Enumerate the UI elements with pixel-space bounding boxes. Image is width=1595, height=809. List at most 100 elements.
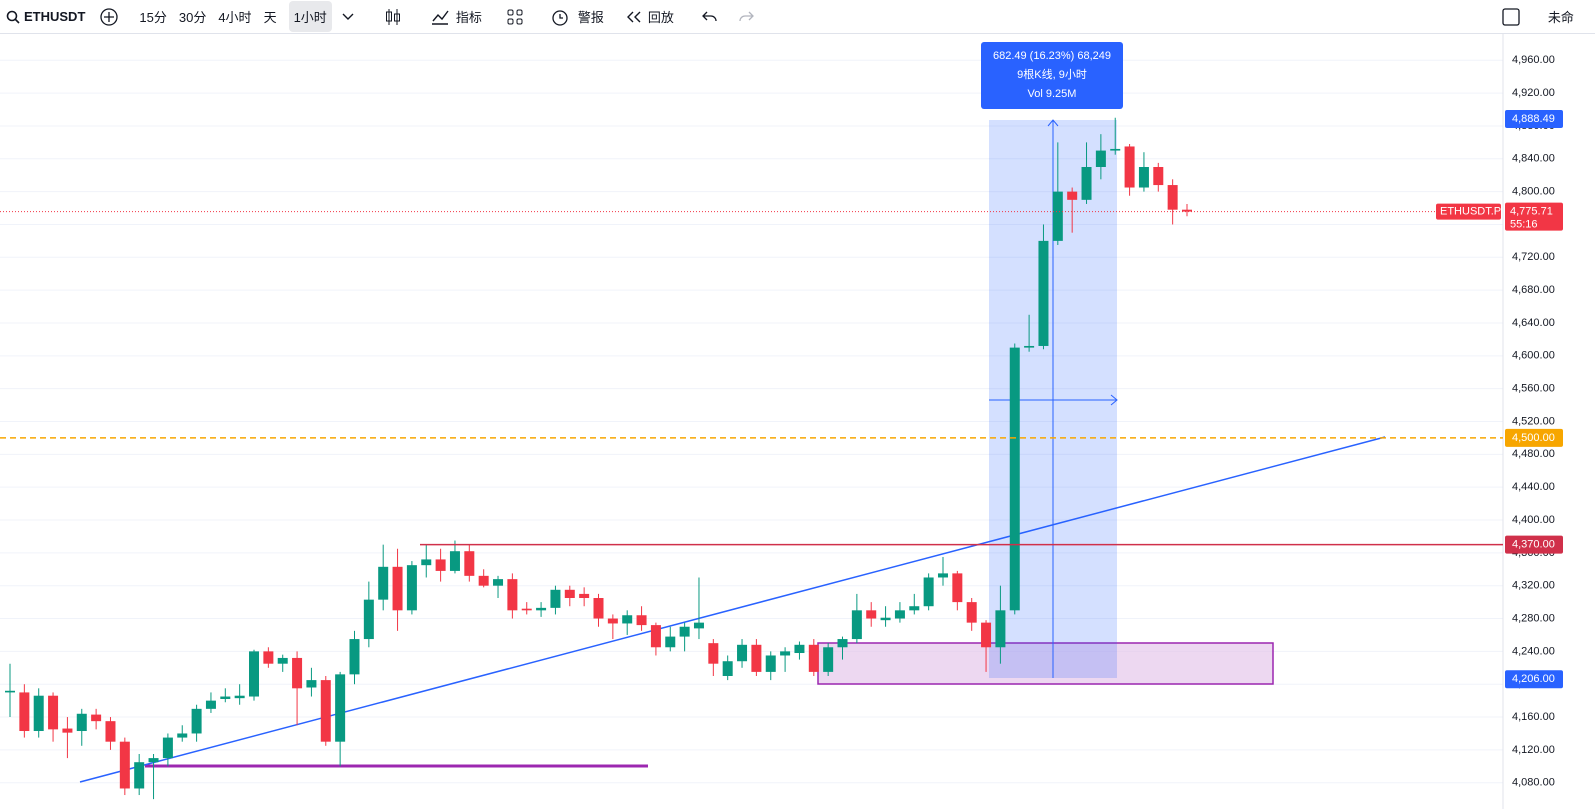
candle-body xyxy=(205,700,216,709)
y-tick-label: 4,840.00 xyxy=(1512,153,1555,165)
interval[interactable]: 30分 xyxy=(178,10,207,25)
interval[interactable]: 15分 xyxy=(139,10,167,25)
candle-body xyxy=(177,733,188,738)
candle-body xyxy=(1182,209,1192,212)
y-tick-label: 4,240.00 xyxy=(1512,645,1555,657)
candle-body xyxy=(91,714,102,722)
candle-body xyxy=(33,695,44,732)
candle-body xyxy=(564,589,575,599)
price-tag-label: 4,500.00 xyxy=(1512,432,1555,444)
candle-body xyxy=(493,579,504,586)
candle-body xyxy=(894,610,905,619)
candle-body xyxy=(593,598,604,619)
candle-body xyxy=(966,602,977,623)
interval[interactable]: 天 xyxy=(263,10,277,25)
y-tick-label: 4,120.00 xyxy=(1512,744,1555,756)
candle-body xyxy=(392,566,403,611)
y-tick-label: 4,280.00 xyxy=(1512,612,1555,624)
candle-body xyxy=(665,636,676,648)
layout-name[interactable]: 未命 xyxy=(1547,10,1574,25)
symbol-tag-label: ETHUSDT.P xyxy=(1440,205,1501,217)
layout-icon[interactable] xyxy=(506,8,524,26)
indicator-icon[interactable] xyxy=(430,7,450,27)
candle-body xyxy=(981,622,992,648)
y-tick-label: 4,680.00 xyxy=(1512,284,1555,296)
candle-body xyxy=(1067,191,1078,200)
alert-icon[interactable] xyxy=(550,7,570,27)
candle-body xyxy=(851,610,862,640)
candle-body xyxy=(521,608,532,611)
candle-body xyxy=(1124,146,1135,188)
candle-body xyxy=(1009,347,1020,611)
candle-body xyxy=(1052,191,1063,241)
candle-body xyxy=(708,643,719,664)
price-tag xyxy=(1505,109,1563,128)
y-tick-label: 4,400.00 xyxy=(1512,514,1555,526)
candle-body xyxy=(536,607,547,611)
chevron[interactable] xyxy=(342,13,354,21)
candle-body xyxy=(249,651,260,697)
candle-body xyxy=(234,695,245,699)
candle-body xyxy=(277,657,288,664)
redo-icon[interactable] xyxy=(738,10,754,24)
candle-body xyxy=(449,551,460,571)
indicators[interactable]: 指标 xyxy=(455,10,482,25)
alerts[interactable]: 警报 xyxy=(577,10,604,25)
candle-body xyxy=(220,696,231,699)
candle-body xyxy=(406,565,417,611)
candle-body xyxy=(722,661,733,677)
candle-body xyxy=(823,647,834,672)
y-tick-label: 4,320.00 xyxy=(1512,580,1555,592)
replay[interactable]: 回放 xyxy=(647,10,674,25)
candle-body xyxy=(636,615,647,626)
search-icon xyxy=(6,10,20,24)
candle-body xyxy=(679,626,690,637)
candle-body xyxy=(191,708,202,734)
interval[interactable]: 1小时 xyxy=(288,1,332,32)
zone-rect xyxy=(817,642,1274,685)
candle-body xyxy=(48,695,59,730)
candle-body xyxy=(650,625,661,648)
y-tick-label: 4,080.00 xyxy=(1512,777,1555,789)
candle-body xyxy=(765,655,776,672)
toolbar: ETHUSDT 15分 30分 4小时 天 1小时 指标 警报 回放 未命 xyxy=(0,0,1595,34)
candle-body xyxy=(995,610,1006,648)
candle-body xyxy=(507,579,518,611)
candle-body xyxy=(866,610,877,619)
candle-body xyxy=(607,618,618,624)
trend-line xyxy=(79,436,1386,783)
candle-body xyxy=(794,644,805,654)
y-tick-label: 4,800.00 xyxy=(1512,186,1555,198)
replay-icon[interactable] xyxy=(626,10,642,24)
symbol[interactable]: ETHUSDT xyxy=(24,9,86,24)
candle-icon[interactable] xyxy=(384,7,402,27)
measure-change: 682.49 (16.23%) 68,249 xyxy=(993,50,1111,62)
price-tag-label: 4,888.49 xyxy=(1512,113,1555,125)
candle-body xyxy=(134,762,145,789)
candle-body xyxy=(622,615,633,624)
chart: 682.49 (16.23%) 68,249 9根K线, 9小时 Vol 9.2… xyxy=(0,34,1563,809)
candle-body xyxy=(737,644,748,662)
candle-body xyxy=(105,721,116,742)
candle-body xyxy=(693,622,704,629)
price-tag xyxy=(1505,670,1563,689)
candle-body xyxy=(1095,150,1106,167)
candle-body xyxy=(937,573,948,578)
candle-body xyxy=(306,680,317,688)
measure-arrows xyxy=(1047,119,1118,406)
candle-body xyxy=(19,692,30,732)
checkbox[interactable] xyxy=(1502,7,1520,26)
undo-icon[interactable] xyxy=(701,10,718,24)
last-price-label: 4,775.71 xyxy=(1510,205,1553,217)
candle-body xyxy=(76,713,87,732)
add-icon[interactable] xyxy=(99,7,119,27)
measure-volume: Vol 9.25M xyxy=(1028,88,1077,100)
interval[interactable]: 4小时 xyxy=(218,10,252,25)
candle-body xyxy=(808,644,819,672)
candle-body xyxy=(162,737,173,759)
measure-bars: 9根K线, 9小时 xyxy=(1017,67,1087,81)
price-tag xyxy=(1505,535,1563,554)
y-tick-label: 4,160.00 xyxy=(1512,711,1555,723)
y-tick-label: 4,960.00 xyxy=(1512,54,1555,66)
